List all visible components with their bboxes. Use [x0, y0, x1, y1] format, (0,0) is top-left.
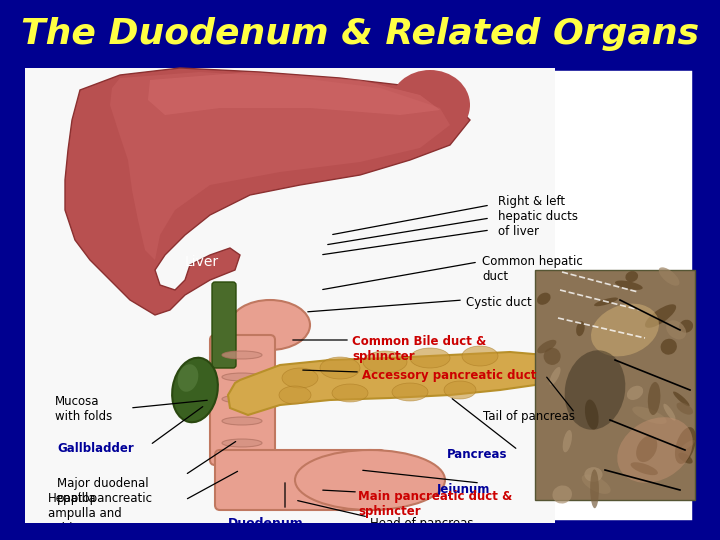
Text: Common Bile duct &
sphincter: Common Bile duct & sphincter: [352, 335, 486, 363]
Polygon shape: [65, 68, 470, 315]
Ellipse shape: [564, 350, 626, 430]
FancyBboxPatch shape: [212, 282, 236, 368]
Ellipse shape: [677, 402, 693, 415]
FancyBboxPatch shape: [215, 450, 385, 510]
Ellipse shape: [178, 364, 198, 391]
Ellipse shape: [631, 462, 658, 475]
Ellipse shape: [576, 321, 585, 336]
Text: Cystic duct: Cystic duct: [466, 296, 532, 309]
Ellipse shape: [462, 346, 498, 366]
Ellipse shape: [392, 383, 428, 401]
Ellipse shape: [679, 320, 693, 333]
Ellipse shape: [617, 417, 693, 483]
Text: Main pancreatic duct &
sphincter: Main pancreatic duct & sphincter: [358, 490, 512, 518]
Ellipse shape: [591, 303, 659, 356]
Ellipse shape: [222, 417, 262, 425]
Ellipse shape: [660, 339, 677, 355]
Ellipse shape: [585, 467, 603, 482]
Ellipse shape: [320, 357, 360, 379]
Ellipse shape: [582, 475, 611, 494]
Ellipse shape: [648, 382, 660, 415]
Ellipse shape: [675, 427, 696, 464]
Ellipse shape: [636, 436, 657, 462]
Ellipse shape: [632, 407, 667, 424]
Ellipse shape: [282, 368, 318, 388]
Ellipse shape: [549, 367, 561, 385]
Ellipse shape: [678, 453, 693, 464]
Ellipse shape: [363, 351, 407, 373]
Ellipse shape: [444, 381, 476, 399]
Ellipse shape: [563, 430, 572, 453]
Ellipse shape: [659, 267, 680, 286]
FancyBboxPatch shape: [0, 523, 720, 540]
Ellipse shape: [615, 281, 643, 290]
Text: Duodenum: Duodenum: [228, 517, 304, 530]
Text: Gallbladder: Gallbladder: [57, 442, 134, 455]
Ellipse shape: [390, 70, 470, 140]
Text: Pancreas: Pancreas: [447, 448, 508, 461]
Ellipse shape: [172, 358, 218, 422]
Ellipse shape: [332, 384, 368, 402]
Ellipse shape: [627, 386, 643, 400]
FancyBboxPatch shape: [535, 270, 695, 500]
Text: Head of pancreas: Head of pancreas: [370, 517, 474, 530]
Ellipse shape: [544, 348, 561, 365]
Ellipse shape: [222, 351, 262, 359]
Text: Accessory pancreatic duct: Accessory pancreatic duct: [362, 369, 536, 382]
Ellipse shape: [681, 440, 695, 450]
Polygon shape: [148, 72, 440, 115]
Text: Mucosa
with folds: Mucosa with folds: [55, 395, 112, 423]
Ellipse shape: [666, 320, 686, 340]
Ellipse shape: [230, 300, 310, 350]
Text: Major duodenal
papilla: Major duodenal papilla: [57, 477, 148, 505]
Text: Tail of pancreas: Tail of pancreas: [483, 410, 575, 423]
Ellipse shape: [295, 450, 445, 510]
Ellipse shape: [663, 404, 675, 421]
Ellipse shape: [222, 395, 262, 403]
FancyBboxPatch shape: [210, 335, 275, 465]
Ellipse shape: [537, 293, 551, 305]
Polygon shape: [110, 72, 450, 260]
Ellipse shape: [552, 485, 572, 504]
Ellipse shape: [222, 439, 262, 447]
Text: Liver: Liver: [185, 255, 219, 269]
FancyBboxPatch shape: [25, 68, 695, 523]
Ellipse shape: [626, 271, 638, 282]
Text: Common hepatic
duct: Common hepatic duct: [482, 255, 582, 283]
Ellipse shape: [537, 340, 557, 353]
FancyBboxPatch shape: [25, 68, 555, 523]
Ellipse shape: [222, 373, 262, 381]
Text: Right & left
hepatic ducts
of liver: Right & left hepatic ducts of liver: [498, 195, 578, 238]
Ellipse shape: [279, 386, 311, 404]
Text: The Duodenum & Related Organs: The Duodenum & Related Organs: [21, 17, 699, 51]
Text: Hepatopancreatic
ampulla and
sphincter: Hepatopancreatic ampulla and sphincter: [48, 492, 153, 535]
Text: Jejunum: Jejunum: [437, 483, 490, 496]
Ellipse shape: [594, 298, 618, 306]
Ellipse shape: [590, 469, 599, 508]
Ellipse shape: [645, 304, 676, 328]
FancyBboxPatch shape: [0, 0, 720, 65]
Ellipse shape: [585, 400, 598, 430]
Ellipse shape: [410, 348, 450, 368]
Ellipse shape: [673, 392, 690, 406]
Polygon shape: [228, 352, 550, 415]
